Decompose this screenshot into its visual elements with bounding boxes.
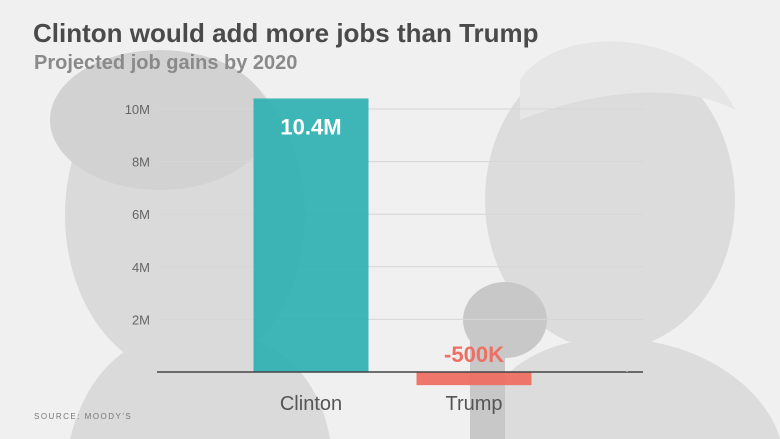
y-tick-label: 2M xyxy=(132,312,150,327)
y-tick-label: 4M xyxy=(132,260,150,275)
labels: 2M 4M 6M 8M 10M 10.4M Clinton -500K Trump xyxy=(125,102,643,415)
gridlines xyxy=(157,108,643,320)
y-tick-label: 8M xyxy=(132,155,150,170)
bar-clinton xyxy=(253,98,369,372)
y-tick-label: 10M xyxy=(125,102,150,117)
bars xyxy=(253,98,532,386)
chart-title: Clinton would add more jobs than Trump xyxy=(33,18,539,48)
source-note: SOURCE: MOODY'S xyxy=(34,412,133,421)
chart-subtitle: Projected job gains by 2020 xyxy=(34,52,298,74)
bar-trump xyxy=(416,372,532,386)
category-label-trump: Trump xyxy=(445,393,502,415)
microphone-silhouette xyxy=(463,282,547,439)
value-label-trump: -500K xyxy=(444,342,504,367)
value-label-clinton: 10.4M xyxy=(280,114,341,139)
y-tick-label: 6M xyxy=(132,207,150,222)
category-label-clinton: Clinton xyxy=(280,393,342,415)
donald-trump-silhouette xyxy=(470,41,780,439)
